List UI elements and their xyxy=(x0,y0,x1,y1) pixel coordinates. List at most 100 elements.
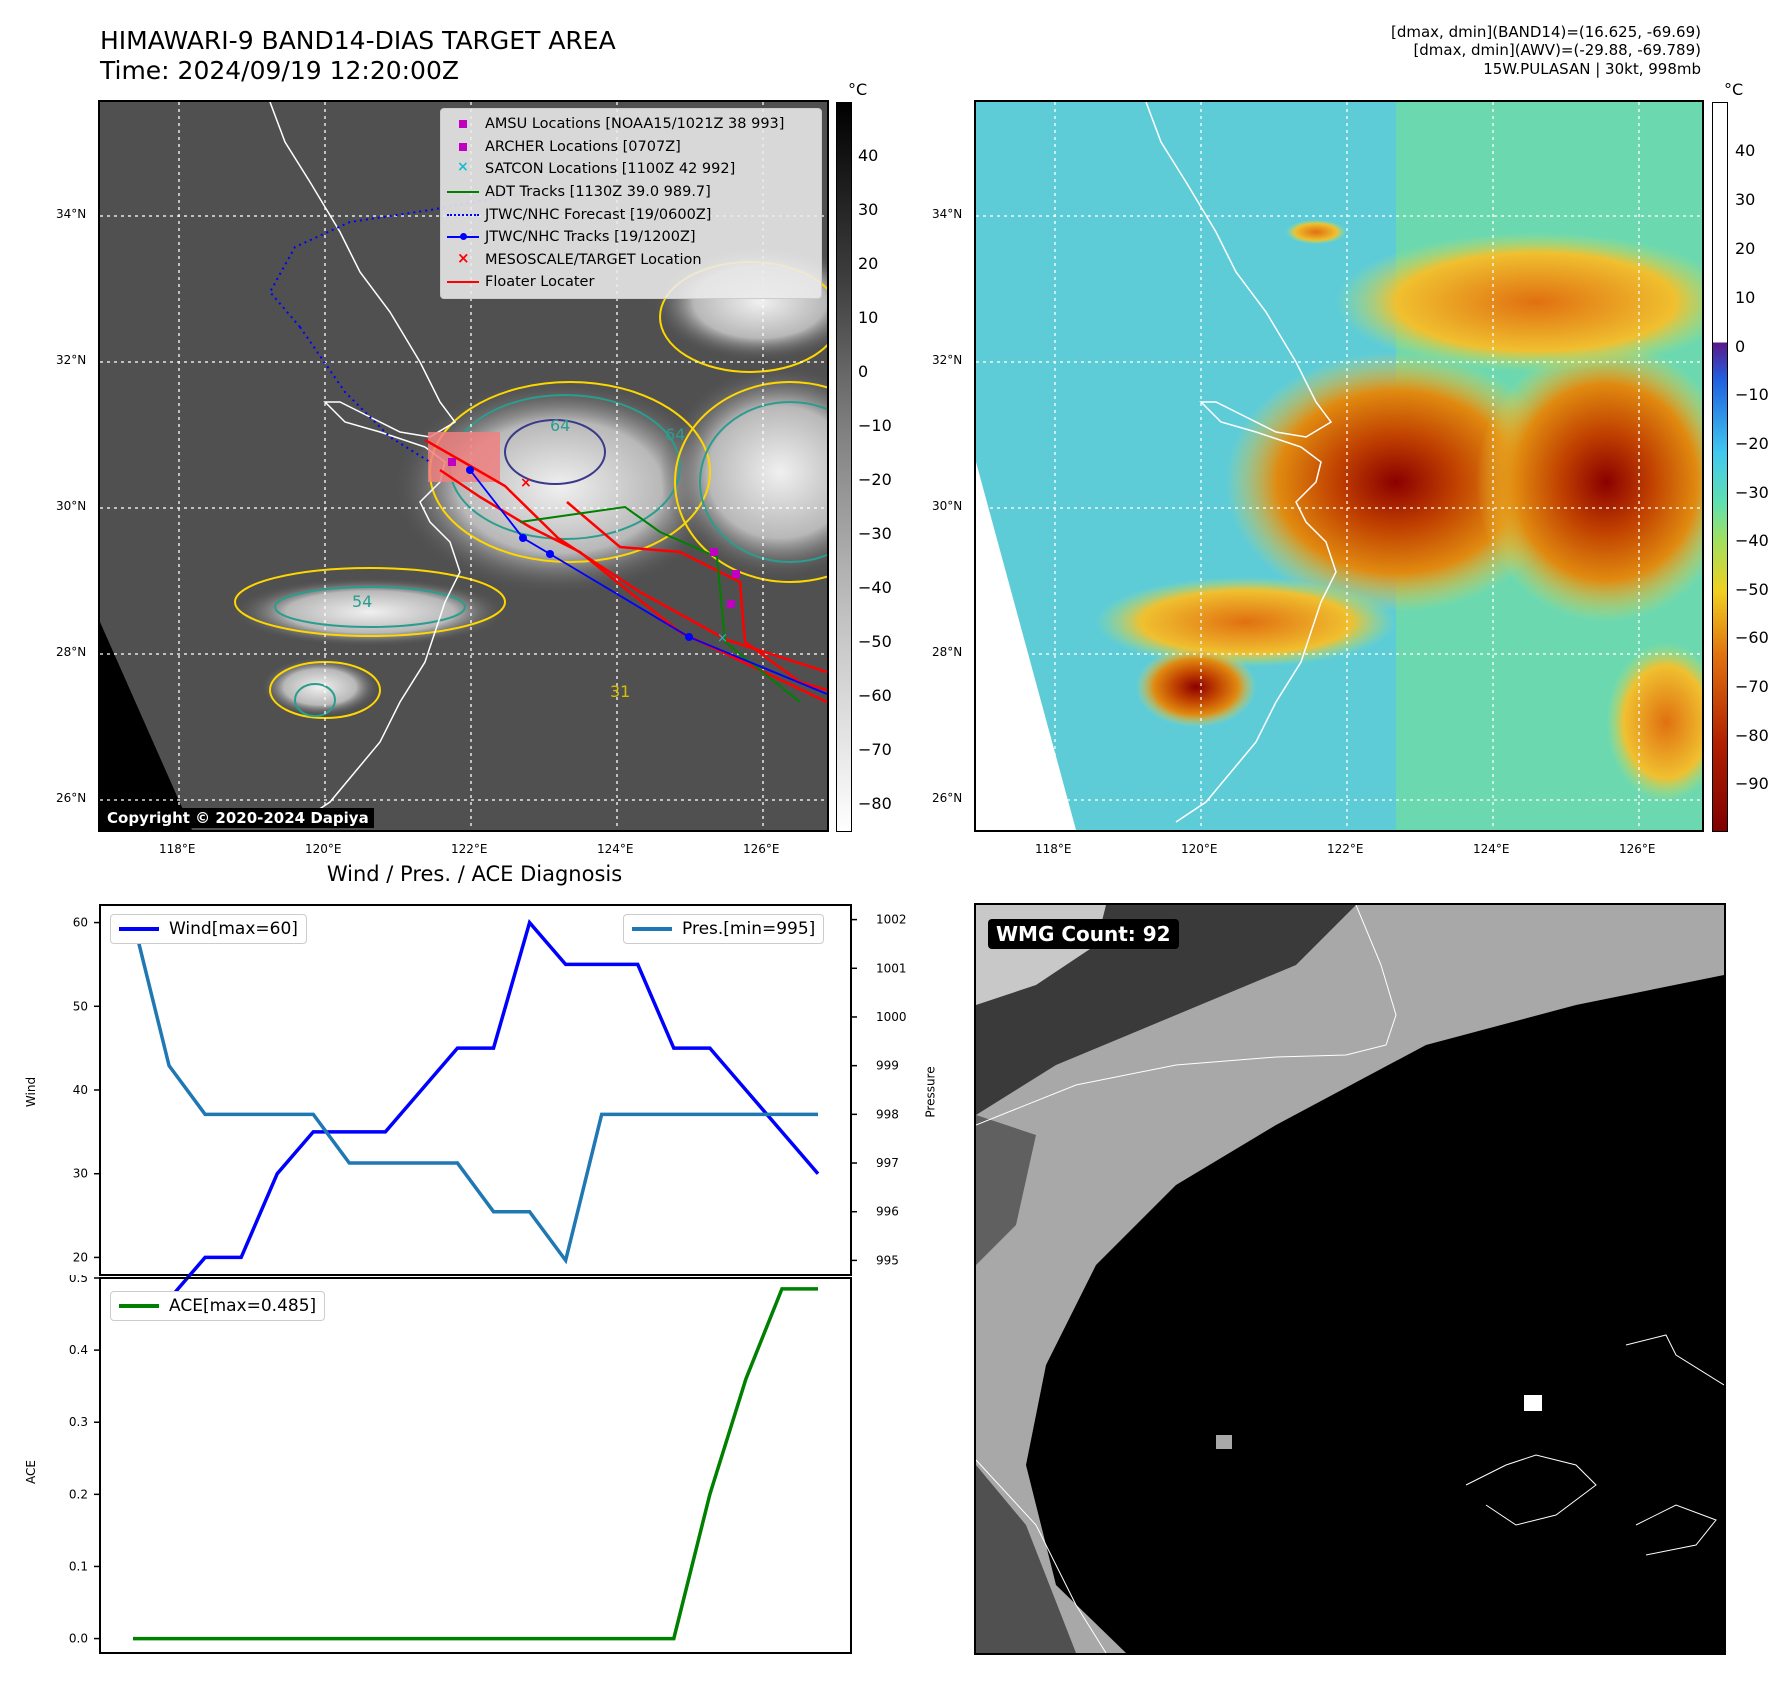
ace-tick-label: 0.4 xyxy=(69,1343,88,1357)
cbar-right-tick: 40 xyxy=(1735,141,1756,160)
ace-chart: 0.0 0.1 0.2 0.3 0.4 0.5 xyxy=(69,1275,852,1654)
pressure-tick-label: 1002 xyxy=(876,913,907,927)
cbar-left-tick: 20 xyxy=(858,254,879,273)
ace-axis-label: ACE xyxy=(23,1460,38,1484)
cbar-left-tick: −20 xyxy=(858,470,892,489)
cbar-left-tick: −30 xyxy=(858,524,892,543)
lon-label: 122°E xyxy=(451,842,488,856)
lon-label: 126°E xyxy=(1619,842,1656,856)
wind-tick-label: 30 xyxy=(73,1167,88,1181)
cbar-left-tick: 10 xyxy=(858,308,879,327)
wind-series-line xyxy=(170,918,820,1295)
cbar-right-tick: −20 xyxy=(1735,434,1769,453)
svg-text:×: × xyxy=(520,475,532,491)
lon-label: 120°E xyxy=(305,842,342,856)
ace-series-line xyxy=(133,1287,818,1641)
pressure-axis-label: Pressure xyxy=(923,1066,938,1118)
map-legend: AMSU Locations [NOAA15/1021Z 38 993] ARC… xyxy=(440,108,822,299)
lat-label: 30°N xyxy=(932,499,963,513)
wind-pres-chart: 20 30 40 50 60 995 996 997 998 999 1000 1001 1002 xyxy=(73,904,907,1295)
pressure-legend-swatch xyxy=(632,927,672,931)
cbar-right-tick: −40 xyxy=(1735,531,1769,550)
lat-label: 32°N xyxy=(932,353,963,367)
wind-legend-swatch xyxy=(119,927,159,931)
pressure-tick-label: 1000 xyxy=(876,1010,907,1024)
cbar-left-tick: −80 xyxy=(858,794,892,813)
wmg-panel: WMG Count: 92 xyxy=(974,903,1726,1655)
cbar-left-tick: −70 xyxy=(858,740,892,759)
ace-tick-label: 0.1 xyxy=(69,1559,88,1573)
legend-target: × MESOSCALE/TARGET Location xyxy=(457,248,702,268)
colorbar-left-unit: °C xyxy=(848,80,868,99)
cbar-right-tick: −60 xyxy=(1735,628,1769,647)
wmg-count: WMG Count: 92 xyxy=(988,919,1179,949)
lat-label: 28°N xyxy=(56,645,87,659)
figure-title: HIMAWARI-9 BAND14-DIAS TARGET AREA xyxy=(100,26,616,55)
cbar-right-tick: 0 xyxy=(1735,337,1746,356)
cbar-left-tick: −50 xyxy=(858,632,892,651)
colorbar-right-unit: °C xyxy=(1724,80,1744,99)
legend-jtwc-tracks: JTWC/NHC Tracks [19/1200Z] xyxy=(441,226,821,249)
ace-tick-label: 0.2 xyxy=(69,1487,88,1501)
ace-tick-label: 0.3 xyxy=(69,1415,88,1429)
lat-label: 28°N xyxy=(932,645,963,659)
legend-satcon: × SATCON Locations [1100Z 42 992] xyxy=(457,159,736,178)
diagnosis-title: Wind / Pres. / ACE Diagnosis xyxy=(326,862,623,886)
cbar-left-tick: −60 xyxy=(858,686,892,705)
dmax-awv: [dmax, dmin](AWV)=(-29.88, -69.789) xyxy=(1413,41,1701,59)
contour-label-3: 54 xyxy=(352,592,372,611)
pressure-legend: Pres.[min=995] xyxy=(623,914,825,944)
cbar-right-tick: 30 xyxy=(1735,190,1756,209)
lon-label: 118°E xyxy=(159,842,196,856)
wind-tick-label: 50 xyxy=(73,999,88,1013)
cbar-right-tick: −70 xyxy=(1735,677,1769,696)
lat-label: 30°N xyxy=(56,499,87,513)
cbar-left-tick: 40 xyxy=(858,146,879,165)
dmax-band14: [dmax, dmin](BAND14)=(16.625, -69.69) xyxy=(1390,23,1701,41)
wind-tick-label: 60 xyxy=(73,916,88,930)
wind-axis-label: Wind xyxy=(24,1076,39,1108)
ace-tick-label: 0.0 xyxy=(69,1632,88,1646)
cbar-right-tick: −90 xyxy=(1735,774,1769,793)
lat-label: 26°N xyxy=(56,791,87,805)
svg-text:×: × xyxy=(717,631,728,646)
band14-map: × × 64 64 54 31 AMSU Locations [NOAA15/1… xyxy=(98,100,829,832)
lat-label: 34°N xyxy=(932,207,963,221)
wind-tick-label: 40 xyxy=(73,1083,88,1097)
legend-jtwc-forecast: JTWC/NHC Forecast [19/0600Z] xyxy=(441,203,821,226)
figure-time: Time: 2024/09/19 12:20:00Z xyxy=(100,56,459,85)
lon-label: 124°E xyxy=(597,842,634,856)
pressure-tick-label: 998 xyxy=(876,1107,899,1121)
copyright: Copyright © 2020-2024 Dapiya xyxy=(102,808,374,828)
cbar-left-tick: 30 xyxy=(858,200,879,219)
colorbar-left xyxy=(836,102,852,832)
contour-label-4: 31 xyxy=(610,682,630,701)
legend-floater: Floater Locater xyxy=(441,271,821,294)
cbar-right-tick: 10 xyxy=(1735,288,1756,307)
lon-label: 124°E xyxy=(1473,842,1510,856)
lon-label: 120°E xyxy=(1181,842,1218,856)
colorbar-right xyxy=(1712,102,1728,832)
cbar-left-tick: 0 xyxy=(858,362,869,381)
awv-map xyxy=(974,100,1704,832)
ace-legend-swatch xyxy=(119,1304,159,1308)
lat-label: 26°N xyxy=(932,791,963,805)
lon-label: 122°E xyxy=(1327,842,1364,856)
cbar-left-tick: −10 xyxy=(858,416,892,435)
pressure-tick-label: 996 xyxy=(876,1205,899,1219)
wind-tick-label: 20 xyxy=(73,1250,88,1264)
lat-label: 32°N xyxy=(56,353,87,367)
cbar-right-tick: −10 xyxy=(1735,385,1769,404)
cbar-right-tick: −50 xyxy=(1735,580,1769,599)
legend-adt: ADT Tracks [1130Z 39.0 989.7] xyxy=(441,181,821,204)
storm-info: 15W.PULASAN | 30kt, 998mb xyxy=(1483,60,1701,78)
legend-amsu: AMSU Locations [NOAA15/1021Z 38 993] xyxy=(441,113,821,136)
contour-label-1: 64 xyxy=(550,416,570,435)
ace-tick-label: 0.5 xyxy=(69,1275,88,1285)
cbar-left-tick: −40 xyxy=(858,578,892,597)
pressure-tick-label: 1001 xyxy=(876,961,907,975)
pressure-tick-label: 997 xyxy=(876,1156,899,1170)
pressure-tick-label: 999 xyxy=(876,1059,899,1073)
lon-label: 118°E xyxy=(1035,842,1072,856)
contour-label-2: 64 xyxy=(665,425,685,444)
